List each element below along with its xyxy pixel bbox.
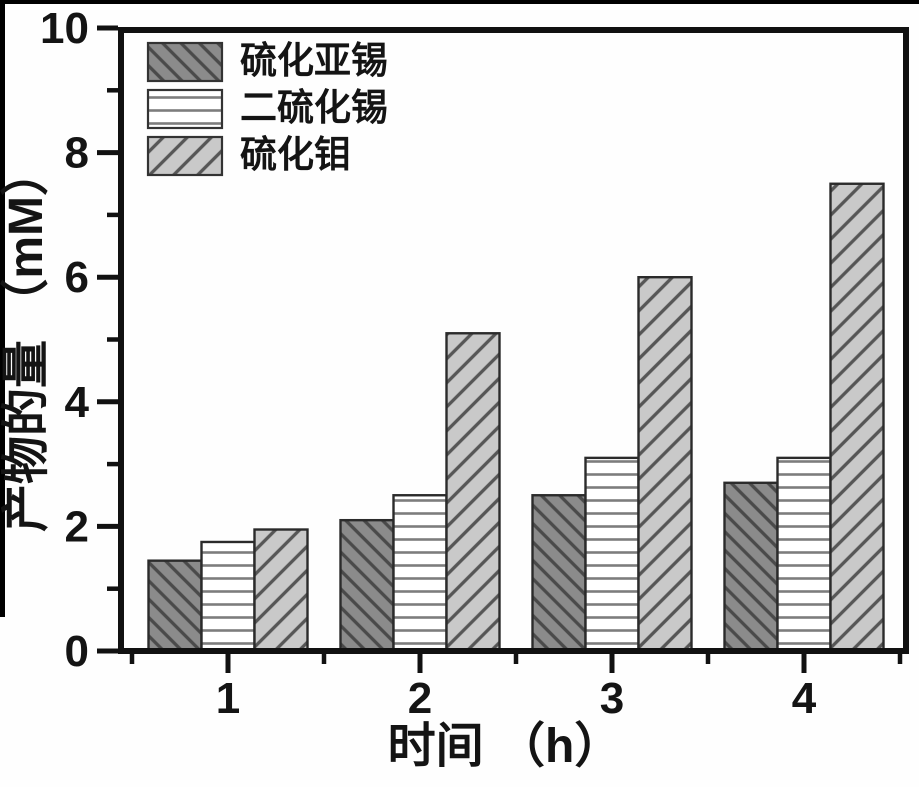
- series-2: [253, 182, 885, 653]
- bar-二硫化锡-t1: [200, 540, 256, 653]
- y-tick-label-8: 8: [65, 129, 89, 178]
- legend-swatch-1: [146, 88, 224, 130]
- y-tick-label-6: 6: [65, 253, 89, 302]
- y-tick-label-10: 10: [40, 4, 89, 53]
- legend-swatch-0: [146, 41, 224, 83]
- bar-硫化亚锡-t3: [531, 494, 587, 653]
- bar-硫化亚锡-t4: [723, 481, 779, 653]
- x-tick-label-1: 1: [216, 674, 240, 723]
- bar-硫化钼-t2: [445, 332, 501, 653]
- bar-硫化钼-t4: [829, 182, 885, 653]
- legend-label-0: 硫化亚锡: [240, 40, 388, 81]
- bar-硫化亚锡-t2: [339, 518, 395, 653]
- y-axis-title: 产物的量 （mM）: [0, 148, 53, 532]
- x-tick-label-4: 4: [792, 674, 817, 723]
- bars-group: [147, 182, 885, 653]
- plot-frame: [118, 27, 909, 654]
- y-tick-label-4: 4: [65, 378, 90, 427]
- legend-swatch-2: [146, 135, 224, 177]
- x-axis-title: 时间 （h）: [388, 720, 623, 773]
- legend-label-2: 硫化钼: [240, 134, 351, 175]
- y-tick-label-0: 0: [65, 627, 89, 676]
- bar-硫化钼-t1: [253, 528, 309, 653]
- bar-二硫化锡-t2: [392, 494, 448, 653]
- scan-border-top: [0, 0, 919, 4]
- y-tick-label-2: 2: [65, 502, 89, 551]
- x-tick-label-3: 3: [600, 674, 624, 723]
- bar-硫化钼-t3: [637, 276, 693, 653]
- legend-label-1: 二硫化锡: [240, 87, 388, 128]
- bar-二硫化锡-t3: [584, 456, 640, 653]
- bar-硫化亚锡-t1: [147, 559, 203, 653]
- x-tick-label-2: 2: [408, 674, 432, 723]
- scan-border-left: [0, 0, 5, 617]
- series-1: [200, 456, 832, 653]
- bar-二硫化锡-t4: [776, 456, 832, 653]
